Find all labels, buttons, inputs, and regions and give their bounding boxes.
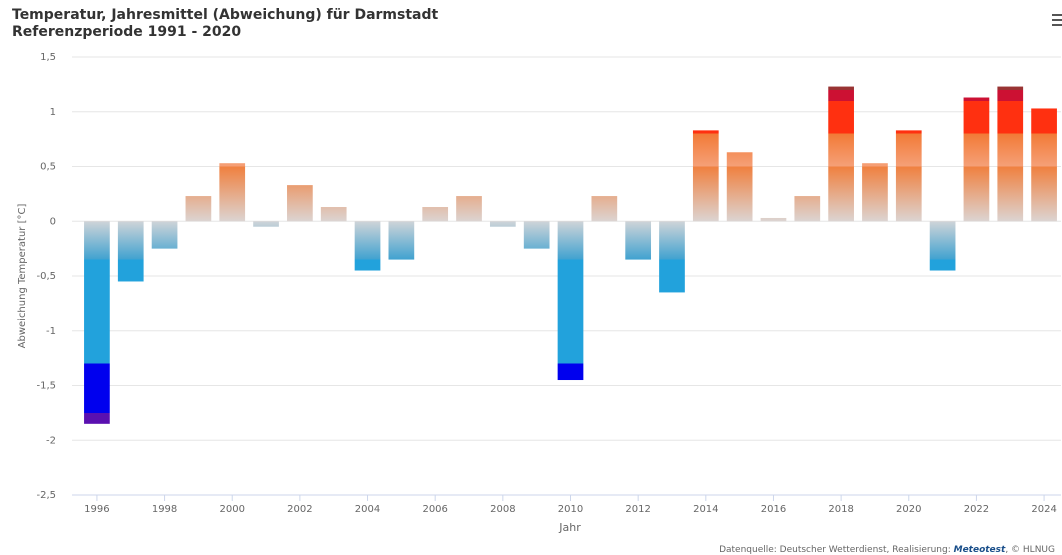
bar (794, 196, 821, 222)
bar (489, 221, 516, 227)
x-tick-label: 2018 (828, 504, 853, 515)
x-tick-label: 2008 (490, 504, 515, 515)
x-axis-label: Jahr (558, 521, 581, 534)
bar (963, 97, 990, 222)
bar (117, 221, 144, 282)
menu-button[interactable] (1052, 14, 1062, 26)
x-tick-label: 2014 (693, 504, 718, 515)
y-axis-label: Abweichung Temperatur [°C] (17, 204, 28, 349)
x-tick-label: 2022 (964, 504, 989, 515)
x-tick-label: 2006 (422, 504, 447, 515)
bar (659, 221, 685, 293)
x-tick-label: 2012 (625, 504, 650, 515)
bar (456, 196, 482, 222)
bar (557, 221, 584, 381)
chart-subtitle: Referenzperiode 1991 - 2020 (12, 24, 241, 40)
bar (828, 86, 854, 222)
credit: Datenquelle: Deutscher Wetterdienst, Rea… (719, 545, 1055, 555)
bar (895, 130, 922, 222)
y-tick-label: 1 (50, 107, 56, 118)
x-tick-label: 1998 (152, 504, 177, 515)
x-tick-label: 1996 (84, 504, 109, 515)
bar (287, 185, 313, 222)
bar (185, 196, 212, 222)
credit-text: Datenquelle: Deutscher Wetterdienst, Rea… (719, 545, 951, 555)
y-tick-label: -2,5 (36, 490, 56, 501)
bar (591, 196, 618, 222)
bar (523, 221, 550, 249)
bar (692, 130, 719, 222)
bar (219, 163, 246, 222)
x-tick-label: 2000 (219, 504, 244, 515)
credit-text: , © HLNUG (1005, 545, 1055, 555)
y-tick-label: -1,5 (36, 381, 56, 392)
x-tick-label: 2002 (287, 504, 312, 515)
y-tick-label: -0,5 (36, 271, 56, 282)
chart-title: Temperatur, Jahresmittel (Abweichung) fü… (12, 7, 439, 23)
bar (84, 221, 110, 424)
bar (422, 207, 449, 222)
y-tick-label: 0,5 (40, 162, 56, 173)
x-tick-label: 2004 (355, 504, 380, 515)
y-tick-label: -1 (46, 326, 56, 337)
credit-link[interactable]: Meteotest (954, 545, 1006, 555)
bar (354, 221, 381, 271)
bar (726, 152, 753, 222)
bar (1031, 108, 1057, 222)
bar (151, 221, 178, 249)
x-tick-label: 2010 (558, 504, 583, 515)
y-tick-label: 1,5 (40, 52, 56, 63)
bar (253, 221, 279, 227)
y-tick-label: 0 (50, 216, 56, 227)
y-tick-label: -2 (46, 435, 56, 446)
bar (625, 221, 652, 260)
x-tick-label: 2016 (761, 504, 786, 515)
bar (760, 217, 787, 222)
x-tick-label: 2024 (1031, 504, 1056, 515)
bar (997, 86, 1024, 222)
bar (929, 221, 956, 271)
x-tick-label: 2020 (896, 504, 921, 515)
bar (862, 163, 888, 222)
bar (388, 221, 415, 260)
bar (320, 207, 347, 222)
